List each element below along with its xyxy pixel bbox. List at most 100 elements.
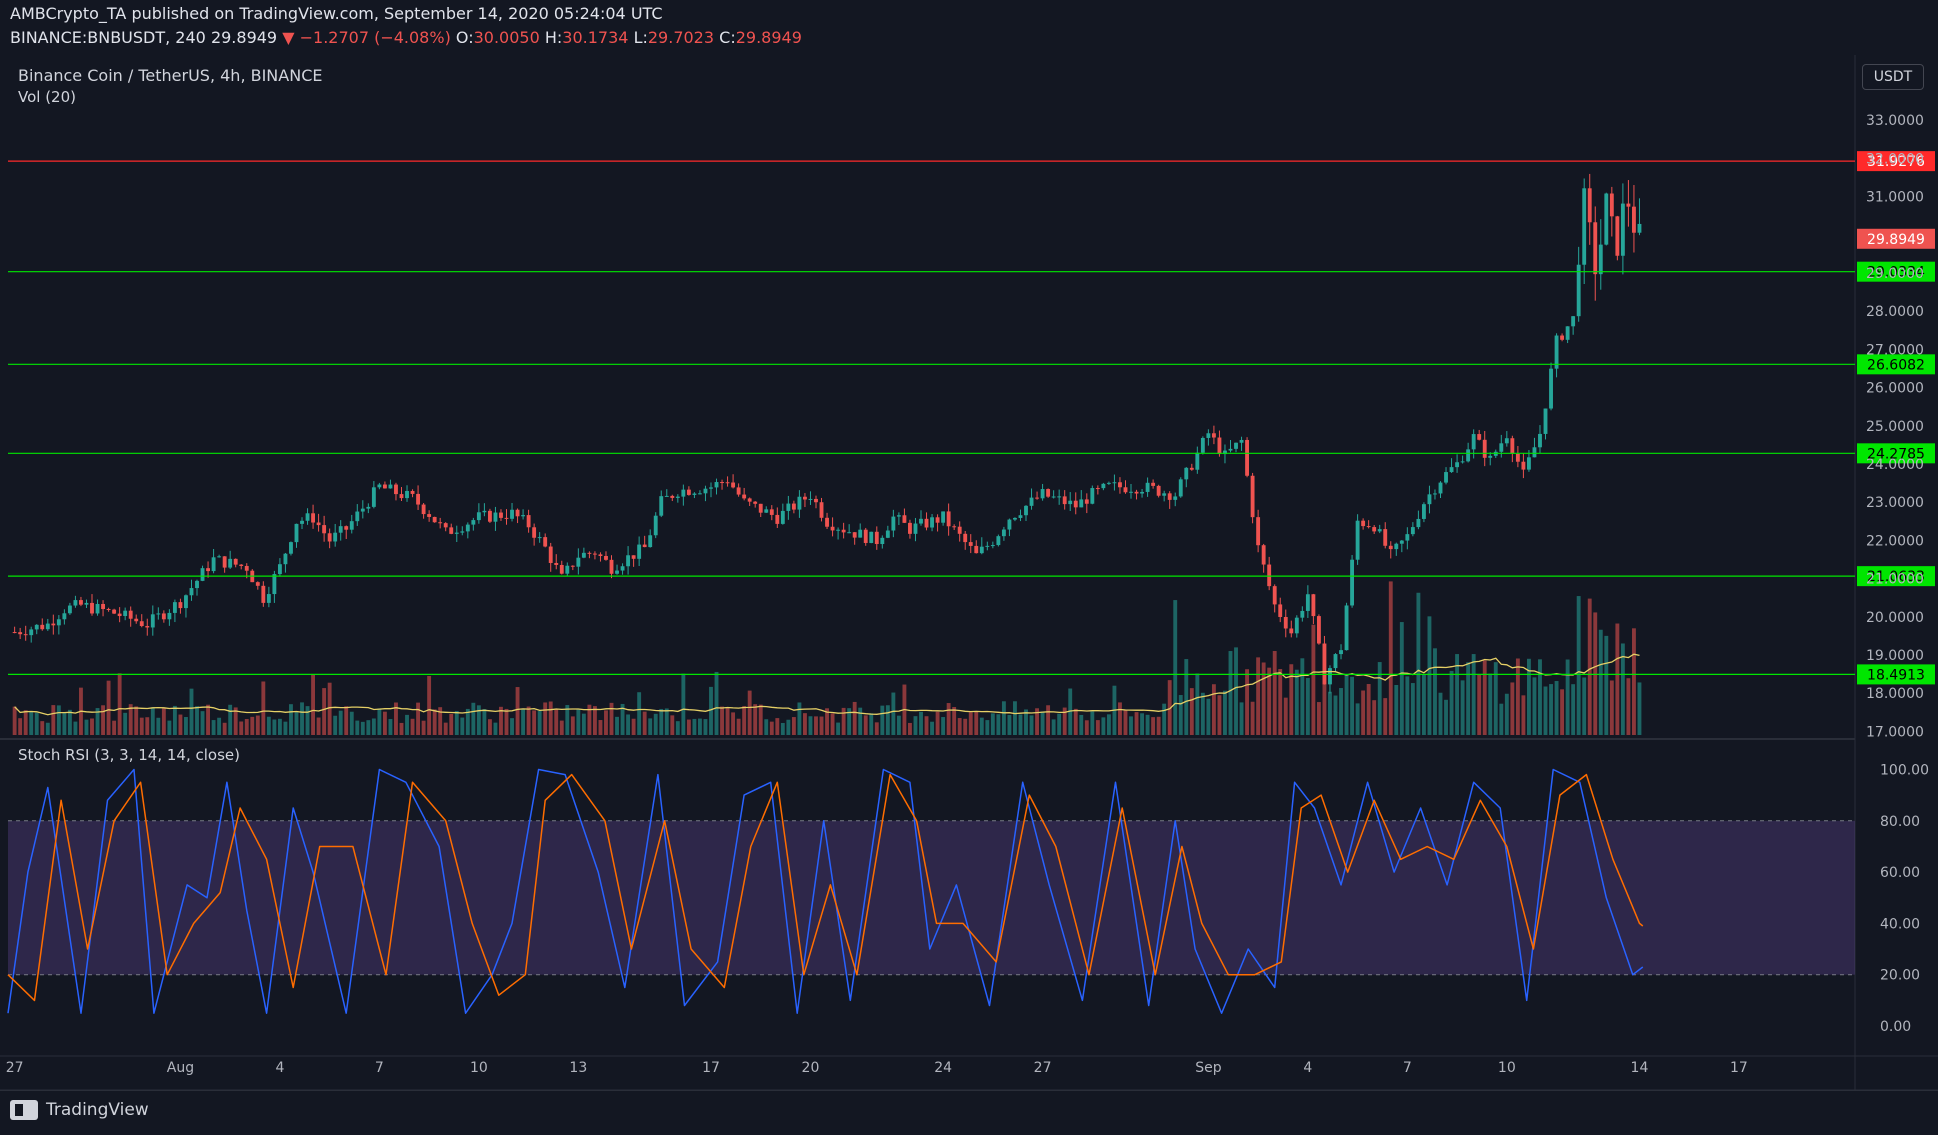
candle-body xyxy=(626,555,631,567)
volume-bar xyxy=(841,707,846,735)
candle xyxy=(1543,408,1548,440)
volume-bar xyxy=(609,702,614,735)
candle-body xyxy=(1068,500,1073,505)
author-name[interactable]: AMBCrypto_TA xyxy=(10,4,127,23)
candle xyxy=(1604,192,1609,246)
candle-body xyxy=(1035,497,1039,499)
candle xyxy=(532,523,537,546)
candle-body xyxy=(438,522,443,524)
volume-bar xyxy=(123,712,128,735)
candle-body xyxy=(1261,545,1266,565)
candle xyxy=(1250,472,1255,524)
volume-bar xyxy=(1637,682,1642,735)
candle xyxy=(62,609,67,625)
candle xyxy=(1013,517,1017,522)
volume-bar xyxy=(333,715,338,735)
candle xyxy=(12,626,17,634)
candle xyxy=(1515,446,1520,468)
candle xyxy=(1024,505,1028,521)
volume-bar xyxy=(819,716,824,735)
candle xyxy=(161,610,166,623)
candle xyxy=(990,541,995,549)
candle-body xyxy=(167,612,172,620)
candle-body xyxy=(416,493,421,505)
candle-body xyxy=(1178,479,1183,497)
volume-bar xyxy=(659,708,664,735)
candle xyxy=(1090,485,1095,505)
candle-body xyxy=(1477,434,1482,440)
candle-body xyxy=(896,515,901,517)
volume-bar xyxy=(703,719,708,735)
stoch-rsi-legend[interactable]: Stoch RSI (3, 3, 14, 14, close) xyxy=(18,746,240,764)
candle-body xyxy=(1526,457,1531,470)
volume-bar xyxy=(261,681,266,735)
volume-bar xyxy=(725,707,730,735)
candle-body xyxy=(736,487,741,495)
candle-body xyxy=(1001,529,1006,537)
volume-bar xyxy=(686,719,691,735)
stoch-k-line xyxy=(7,768,1644,1014)
volume-bar xyxy=(1620,643,1625,735)
tradingview-logo[interactable]: TradingView xyxy=(10,1100,149,1120)
candle-body xyxy=(1565,326,1570,340)
volume-bar xyxy=(255,715,260,735)
last-price-tag xyxy=(1857,228,1935,249)
series-legend[interactable]: Binance Coin / TetherUS, 4h, BINANCE xyxy=(18,66,323,85)
candle xyxy=(189,579,194,601)
volume-bar xyxy=(399,722,404,735)
volume-bar xyxy=(1598,629,1603,735)
candle xyxy=(305,508,310,525)
candle-body xyxy=(780,510,785,524)
volume-bar xyxy=(637,692,642,735)
candle xyxy=(1167,491,1172,509)
candle-body xyxy=(1057,496,1062,498)
volume-legend[interactable]: Vol (20) xyxy=(18,88,77,106)
candle xyxy=(300,517,304,530)
candle xyxy=(1195,446,1200,474)
candle-body xyxy=(1543,408,1548,434)
candle-body xyxy=(172,602,177,613)
candle xyxy=(366,503,371,514)
candle xyxy=(847,524,852,534)
volume-bar xyxy=(1250,701,1255,735)
candle xyxy=(703,485,708,502)
volume-bar xyxy=(814,716,818,735)
candle xyxy=(222,556,227,573)
currency-button[interactable]: USDT xyxy=(1862,64,1924,90)
candle xyxy=(753,501,758,508)
volume-bar xyxy=(913,716,918,735)
volume-bar xyxy=(1515,658,1520,735)
candle-body xyxy=(244,565,249,571)
down-arrow-icon: ▼ xyxy=(282,28,295,47)
candle-body xyxy=(189,588,194,596)
candle xyxy=(1046,488,1051,498)
candle xyxy=(371,481,376,509)
volume-bar xyxy=(930,721,934,735)
candle xyxy=(1361,518,1366,530)
candle xyxy=(1057,489,1062,505)
level-price-tag xyxy=(1857,664,1935,685)
volume-bar xyxy=(1609,680,1614,735)
candle xyxy=(852,532,857,545)
candle xyxy=(548,542,553,572)
candle-body xyxy=(814,498,818,503)
candle-body xyxy=(537,537,542,539)
volume-bar xyxy=(1051,719,1056,735)
volume-bar xyxy=(1449,670,1454,735)
candle-body xyxy=(1234,442,1238,449)
stoch-axis-tick: 40.00 xyxy=(1880,916,1920,932)
volume-bar xyxy=(532,710,537,735)
candle-body xyxy=(394,484,398,495)
volume-bar xyxy=(587,704,592,735)
volume-bar xyxy=(692,718,697,735)
candle xyxy=(1134,489,1139,500)
volume-bar xyxy=(720,706,724,735)
candle-body xyxy=(526,515,531,528)
candle xyxy=(1344,602,1349,651)
volume-bar xyxy=(1278,669,1283,735)
candle xyxy=(1316,614,1321,645)
candle xyxy=(344,525,349,539)
volume-bar xyxy=(1405,676,1410,735)
volume-bar xyxy=(803,713,807,735)
